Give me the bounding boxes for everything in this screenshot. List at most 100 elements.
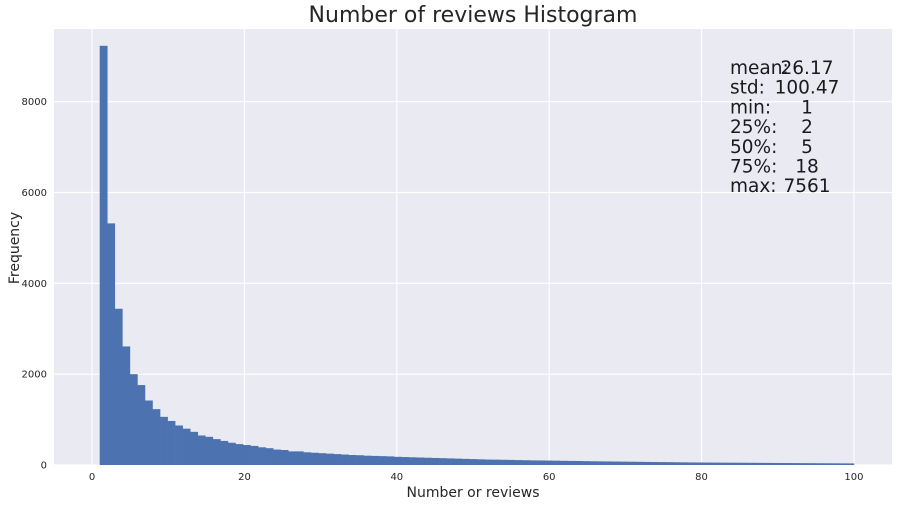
histogram-bar	[846, 463, 855, 465]
histogram-bar	[733, 462, 742, 465]
histogram-bar	[687, 462, 696, 465]
y-tick-label: 6000	[22, 188, 47, 199]
histogram-bar	[129, 374, 138, 465]
histogram-bar	[672, 462, 681, 465]
y-tick-label: 4000	[22, 279, 47, 290]
histogram-bar	[114, 308, 123, 465]
x-tick-label: 60	[543, 472, 556, 483]
histogram-bar	[650, 462, 659, 465]
histogram-bar	[220, 440, 229, 465]
histogram-bar	[635, 461, 644, 465]
histogram-bar	[265, 448, 274, 465]
stat-value: 100.47	[775, 78, 840, 99]
histogram-bar	[703, 462, 711, 465]
histogram-bar	[408, 457, 417, 465]
histogram-bar	[461, 458, 470, 465]
histogram-bar	[348, 455, 357, 465]
y-axis-label: Frequency	[7, 212, 23, 284]
histogram-bar	[831, 463, 840, 465]
histogram-bar	[363, 455, 372, 465]
histogram-bar	[160, 416, 168, 465]
histogram-bar	[552, 460, 561, 465]
y-tick-label: 8000	[22, 97, 47, 108]
histogram-bar	[642, 461, 651, 465]
stat-label: min:	[730, 97, 771, 118]
histogram-bar	[446, 458, 455, 465]
histogram-bar	[250, 445, 259, 465]
histogram-bar	[416, 457, 425, 465]
histogram-bar	[801, 463, 809, 465]
histogram-bar	[167, 420, 176, 465]
histogram-bar	[612, 461, 621, 465]
x-tick-label: 20	[238, 472, 251, 483]
histogram-bar	[755, 462, 764, 465]
y-tick-label: 2000	[22, 370, 47, 381]
y-axis-ticks: 0 2000 4000 6000 8000	[22, 97, 47, 471]
histogram-bar	[710, 462, 719, 465]
stat-value: 1	[801, 97, 813, 118]
histogram-bar	[763, 462, 772, 465]
histogram-bar	[680, 462, 689, 465]
histogram-bar	[454, 458, 463, 465]
stat-label: std:	[730, 78, 765, 99]
histogram-bar	[544, 460, 553, 465]
histogram-bar	[393, 456, 402, 465]
histogram-bar	[582, 461, 591, 465]
histogram-bar	[718, 462, 726, 465]
histogram-bar	[258, 447, 266, 465]
stat-value: 5	[801, 137, 813, 158]
x-tick-label: 80	[695, 472, 708, 483]
y-tick-label: 0	[41, 461, 47, 472]
histogram-bar	[325, 453, 334, 465]
histogram-bar	[197, 435, 206, 465]
histogram-bar	[333, 454, 342, 465]
x-tick-label: 0	[89, 472, 95, 483]
stat-label: 50%:	[730, 137, 777, 158]
histogram-bar	[514, 460, 523, 465]
histogram-bar	[740, 462, 749, 465]
histogram-bar	[205, 436, 214, 465]
histogram-bar	[303, 452, 312, 465]
histogram-bar	[295, 451, 304, 465]
stat-value: 26.17	[781, 58, 834, 79]
x-axis-label: Number or reviews	[406, 485, 539, 501]
histogram-bar	[793, 463, 802, 465]
histogram-bar	[627, 461, 636, 465]
stat-label: 25%:	[730, 117, 777, 138]
histogram-bar	[567, 460, 576, 465]
stat-value: 18	[795, 157, 819, 178]
x-tick-label: 40	[390, 472, 403, 483]
histogram-bar	[589, 461, 598, 465]
histogram-bar	[778, 463, 787, 465]
stat-value: 7561	[783, 176, 830, 197]
histogram-bar	[152, 409, 161, 465]
stat-label: max:	[730, 176, 777, 197]
histogram-bar	[838, 463, 847, 465]
histogram-bar	[144, 400, 153, 465]
histogram-bar	[190, 431, 199, 465]
histogram-bar	[424, 457, 432, 465]
histogram-bar	[227, 442, 236, 465]
histogram-bar	[537, 460, 545, 465]
histogram-bar	[371, 455, 380, 465]
histogram-bar	[574, 461, 583, 465]
histogram-bar	[318, 453, 327, 465]
chart-title: Number of reviews Histogram	[309, 3, 638, 28]
histogram-bar	[280, 450, 289, 465]
histogram-bar	[786, 463, 794, 465]
stat-label: 75%:	[730, 157, 777, 178]
histogram-bar	[506, 459, 515, 465]
histogram-bar	[99, 45, 108, 465]
histogram-bar	[491, 459, 500, 465]
histogram-bar	[175, 425, 183, 465]
histogram-bar	[725, 462, 734, 465]
histogram-bar	[439, 458, 447, 465]
histogram-bar	[476, 459, 485, 465]
histogram-bar	[816, 463, 825, 465]
histogram-bar	[356, 455, 364, 465]
histogram-bar	[235, 444, 244, 465]
histogram-bar	[137, 385, 146, 465]
x-tick-label: 100	[844, 472, 863, 483]
